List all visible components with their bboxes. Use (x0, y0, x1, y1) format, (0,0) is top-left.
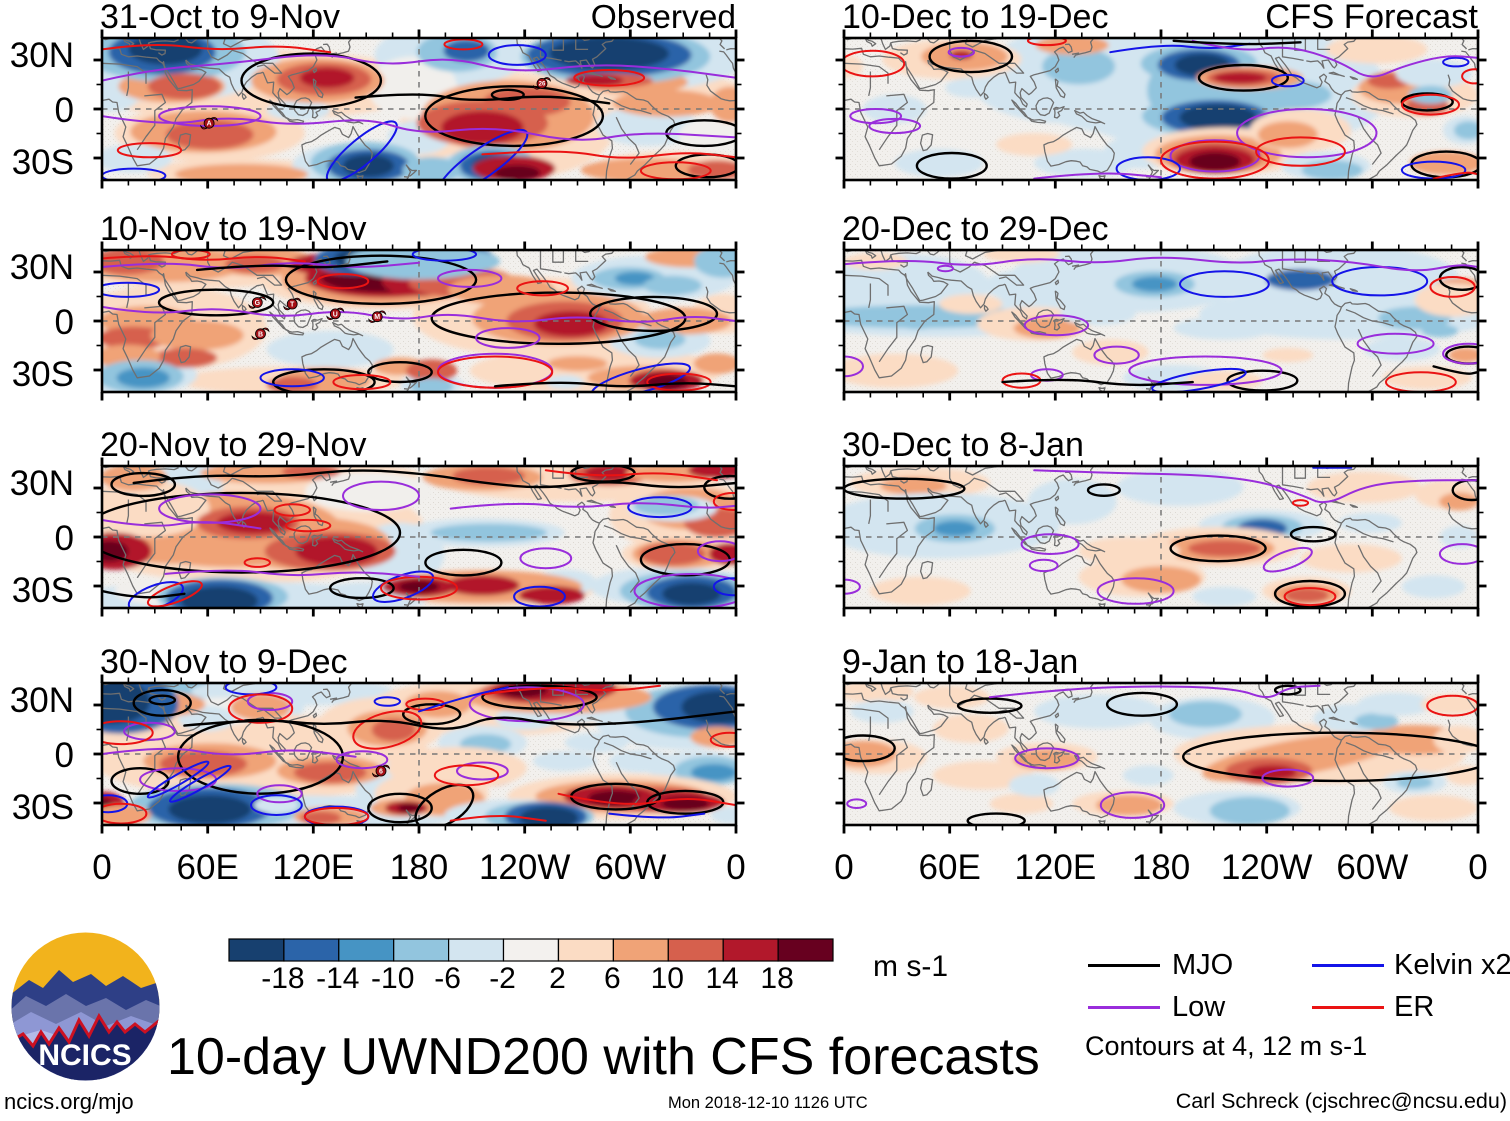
svg-text:26: 26 (539, 82, 546, 88)
svg-text:B: B (258, 331, 263, 338)
svg-text:T: T (290, 302, 295, 309)
svg-text:G: G (255, 300, 261, 307)
svg-text:A: A (207, 121, 212, 128)
svg-text:6: 6 (379, 769, 383, 776)
svg-text:M: M (374, 314, 380, 321)
svg-text:NCICS: NCICS (38, 1039, 131, 1072)
svg-text:U: U (333, 311, 338, 318)
